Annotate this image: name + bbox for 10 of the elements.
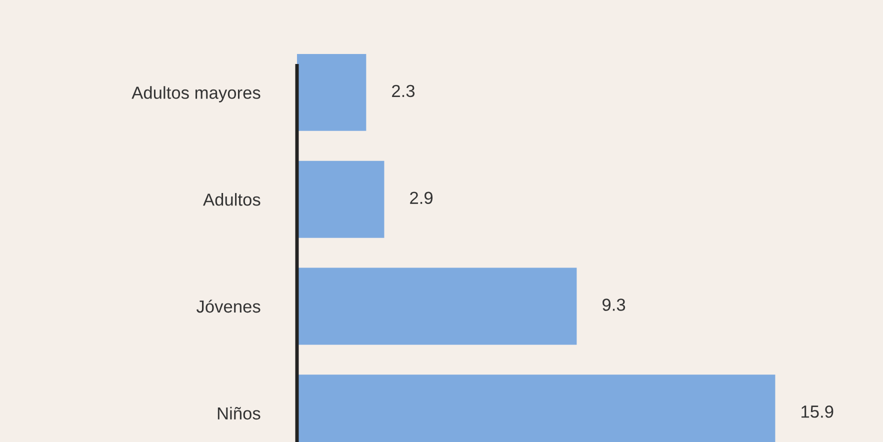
bar <box>297 54 366 131</box>
y-tick-label: Adultos mayores <box>132 86 260 102</box>
y-tick-label: Jóvenes <box>196 300 260 313</box>
bar <box>297 160 384 238</box>
data-label: 2.3 <box>392 84 415 98</box>
data-label: 15.9 <box>802 406 834 418</box>
y-tick-label: Adultos <box>203 193 260 206</box>
y-tick-label: Niños <box>218 406 260 420</box>
data-label: 9.3 <box>602 298 626 311</box>
data-label: 2.9 <box>410 192 433 204</box>
